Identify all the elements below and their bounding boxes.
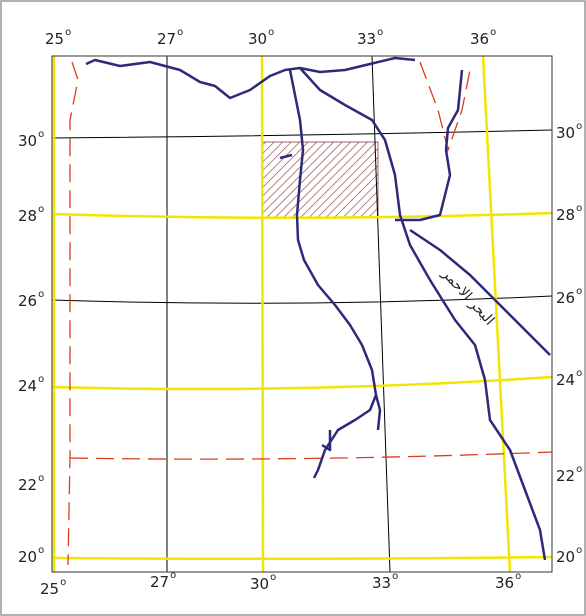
degree-mark: o	[268, 27, 274, 38]
coordinate-label: 27	[150, 573, 169, 591]
coordinate-label: 25	[45, 30, 64, 48]
coordinate-label: 30	[556, 124, 575, 142]
degree-mark: o	[65, 27, 71, 38]
coordinate-label: 24	[18, 377, 37, 395]
degree-mark: o	[392, 571, 398, 582]
degree-mark: o	[515, 571, 521, 582]
degree-mark: o	[377, 27, 383, 38]
coordinate-label: 30	[250, 575, 269, 593]
degree-mark: o	[576, 286, 582, 297]
degree-mark: o	[170, 570, 176, 581]
coordinate-label: 36	[470, 30, 489, 48]
coordinate-label: 22	[556, 467, 575, 485]
coordinate-label: 30	[248, 30, 267, 48]
degree-mark: o	[576, 121, 582, 132]
coordinate-label: 20	[556, 548, 575, 566]
degree-mark: o	[38, 473, 44, 484]
degree-mark: o	[60, 577, 66, 588]
coordinate-label: 36	[495, 574, 514, 592]
coordinate-label: 28	[556, 206, 575, 224]
degree-mark: o	[177, 27, 183, 38]
degree-mark: o	[490, 27, 496, 38]
coordinate-label: 33	[372, 574, 391, 592]
graticule-labels: 25 o 27 o 30 o 33 o 36 o25 o 27 o 30 o 33 o 36 o30 o28 o26 o2…	[18, 27, 582, 598]
study-area	[262, 141, 379, 219]
coordinate-label: 24	[556, 371, 575, 389]
degree-mark: o	[38, 129, 44, 140]
degree-mark: o	[38, 289, 44, 300]
degree-mark: o	[270, 572, 276, 583]
graticule-yellow	[52, 56, 552, 572]
map-area: البحر الاحمر	[52, 56, 552, 572]
coordinate-label: 26	[18, 292, 37, 310]
coastline	[85, 56, 551, 561]
degree-mark: o	[38, 374, 44, 385]
coordinate-label: 22	[18, 476, 37, 494]
coordinate-label: 25	[40, 580, 59, 598]
degree-mark: o	[576, 368, 582, 379]
coordinate-label: 33	[357, 30, 376, 48]
coordinate-label: 26	[556, 289, 575, 307]
degree-mark: o	[576, 545, 582, 556]
degree-mark: o	[576, 464, 582, 475]
coordinate-label: 30	[18, 132, 37, 150]
coordinate-label: 28	[18, 207, 37, 225]
degree-mark: o	[576, 203, 582, 214]
coordinate-label: 20	[18, 548, 37, 566]
degree-mark: o	[38, 204, 44, 215]
degree-mark: o	[38, 545, 44, 556]
map-frame	[51, 55, 553, 573]
border-lines	[67, 61, 552, 566]
coordinate-label: 27	[157, 30, 176, 48]
